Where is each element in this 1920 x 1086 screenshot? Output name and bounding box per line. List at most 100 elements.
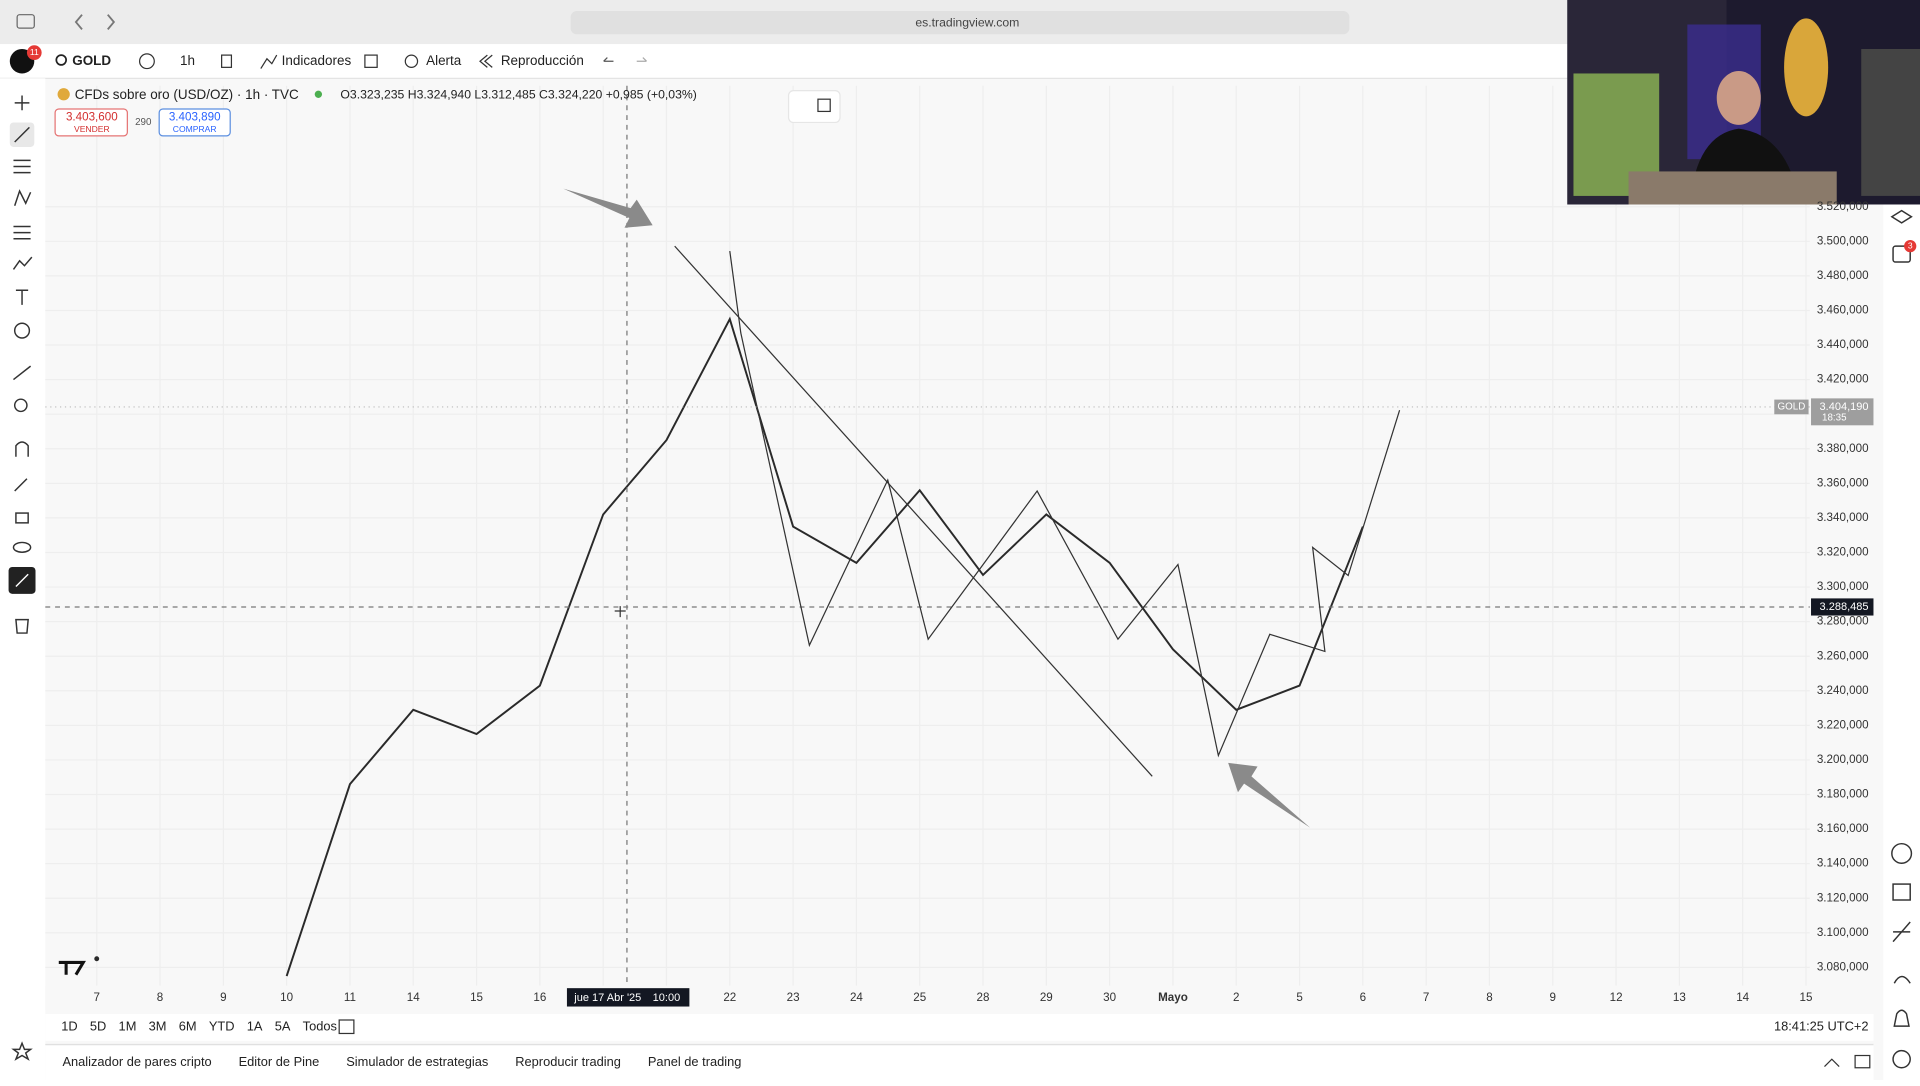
range-button[interactable]: 1D (61, 1019, 77, 1034)
sell-price: 3.403,600 (66, 111, 118, 124)
replay-icon (479, 54, 493, 68)
notification-badge (1904, 240, 1917, 253)
x-tick-label: 9 (1550, 991, 1556, 1004)
url-field[interactable] (570, 11, 1350, 35)
url: es.tradingview.com (915, 15, 1019, 29)
alert[interactable]: Alerta (426, 53, 462, 68)
x-tick-label: Mayo (1158, 991, 1188, 1004)
badge (26, 45, 42, 61)
y-tick-label: 3.480,000 (1817, 269, 1869, 282)
replay[interactable]: Reproducción (501, 53, 584, 68)
x-tick-label: 25 (913, 991, 926, 1004)
last-price: 3.404,190 (1820, 401, 1869, 413)
sell-label: VENDER (74, 124, 110, 134)
undo[interactable] (603, 57, 614, 62)
buy-label: COMPRAR (173, 124, 217, 134)
notification-count: 3 (1908, 240, 1913, 250)
y-tick-label: 3.360,000 (1817, 476, 1869, 489)
search-icon (55, 54, 67, 66)
y-tick-label: 3.140,000 (1817, 857, 1869, 870)
bottom-tab[interactable]: Reproducir trading (515, 1054, 621, 1069)
x-tick-label: 13 (1673, 991, 1686, 1004)
buy-button[interactable] (158, 108, 231, 137)
x-tick-label: 11 (344, 991, 356, 1004)
y-tick-label: 3.440,000 (1817, 338, 1869, 351)
redo[interactable] (636, 57, 647, 62)
range-button[interactable]: Todos (303, 1019, 337, 1034)
range-button[interactable]: 1M (119, 1019, 137, 1034)
indicators[interactable]: Indicadores (282, 53, 352, 68)
x-tick-label: 14 (407, 991, 420, 1004)
x-tick-label: 10 (280, 991, 293, 1004)
x-tick-label: 30 (1103, 991, 1116, 1004)
x-tick-label: 29 (1040, 991, 1053, 1004)
x-tick-label: 9 (220, 991, 226, 1004)
sell-button[interactable] (54, 108, 128, 137)
range-button[interactable]: 3M (149, 1019, 167, 1034)
x-tick-label: 5 (1296, 991, 1302, 1004)
spread: 290 (135, 117, 152, 128)
y-tick-label: 3.280,000 (1817, 615, 1869, 628)
bottom-tab[interactable]: Simulador de estrategias (346, 1054, 488, 1069)
trend-drawings (674, 245, 1401, 777)
badge-count: 11 (30, 47, 39, 57)
ohlc: O3.323,235 H3.324,940 L3.312,485 C3.324,… (340, 88, 696, 102)
range-button[interactable]: 5A (275, 1019, 291, 1034)
y-tick-label: 3.500,000 (1817, 234, 1869, 247)
y-tick-label: 3.340,000 (1817, 511, 1869, 524)
y-tick-label: 3.300,000 (1817, 580, 1869, 593)
x-tick-label: 24 (850, 991, 863, 1004)
crosshair-cursor (614, 606, 626, 618)
y-tick-label: 3.120,000 (1817, 891, 1869, 904)
symbol[interactable]: GOLD (72, 53, 111, 68)
crosshair-price-box (1811, 598, 1874, 616)
plot (45, 85, 1810, 986)
range-bar (45, 1013, 1874, 1041)
y-tick-label: 3.460,000 (1817, 304, 1869, 317)
range-button[interactable]: 6M (179, 1019, 197, 1034)
toolbar (0, 44, 1568, 79)
symbol-tag-box (1774, 399, 1809, 415)
y-tick-label: 3.240,000 (1817, 684, 1869, 697)
webcam (1567, 0, 1920, 205)
bottom-tab[interactable]: Editor de Pine (239, 1054, 320, 1069)
arrow-annotation (563, 188, 653, 228)
range-button[interactable]: YTD (209, 1019, 235, 1034)
bottom-tab[interactable]: Panel de trading (648, 1054, 742, 1069)
clock: 18:41:25 UTC+2 (1774, 1019, 1869, 1034)
crosshair-time-box (566, 988, 690, 1007)
x-tick-label: 2 (1233, 991, 1239, 1004)
price-line (285, 316, 1364, 977)
ranges: 1D 5D 1M 3M 6M YTD 1A 5A Todos (61, 1019, 337, 1034)
y-tick-label: 3.200,000 (1817, 753, 1869, 766)
y-tick-label: 3.180,000 (1817, 788, 1869, 801)
alert-icon (404, 54, 419, 68)
drawing-tools[interactable] (8, 95, 36, 1061)
layout-icon[interactable] (364, 54, 378, 68)
range-button[interactable]: 1A (247, 1019, 263, 1034)
collapse-icon[interactable] (1824, 1058, 1840, 1067)
buy-price: 3.403,890 (169, 111, 221, 124)
floating-toolbar[interactable] (787, 90, 841, 124)
y-tick-label: 3.520,000 (1817, 200, 1869, 213)
grid (45, 85, 1810, 986)
crosshair-hour: 10:00 (653, 992, 681, 1004)
date-range-icon[interactable] (338, 1019, 355, 1035)
maximize-icon[interactable] (1854, 1054, 1871, 1069)
sidebar-icons[interactable] (1890, 209, 1913, 1069)
bottom-tab[interactable]: Analizador de pares cripto (62, 1054, 211, 1069)
nav-arrows[interactable] (74, 14, 116, 30)
symbol-tag: GOLD (1778, 402, 1806, 413)
x-tick-label: 15 (470, 991, 483, 1004)
sidebar-icon[interactable] (16, 14, 35, 29)
x-tick-label: 12 (1610, 991, 1623, 1004)
y-tick-label: 3.260,000 (1817, 649, 1869, 662)
range-button[interactable]: 5D (90, 1019, 106, 1034)
candle-icon[interactable] (221, 54, 233, 68)
interval[interactable]: 1h (180, 53, 195, 68)
add-icon[interactable] (138, 53, 155, 70)
x-tick-label: 28 (977, 991, 990, 1004)
floating-icon (817, 98, 831, 113)
